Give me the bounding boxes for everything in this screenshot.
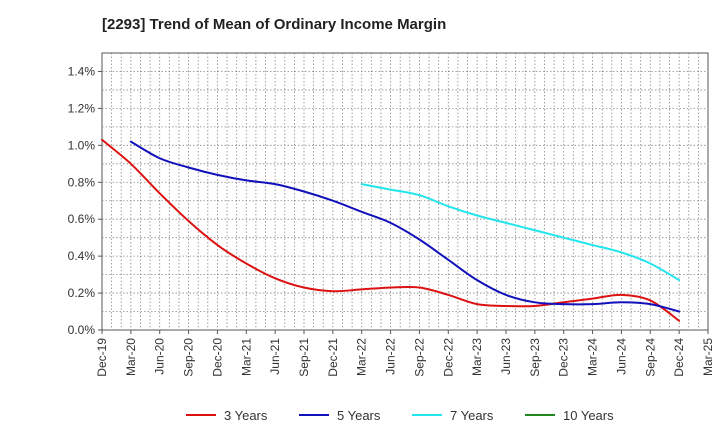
y-tick-label: 1.4% [68, 64, 96, 78]
series-line-7-years [360, 183, 681, 282]
x-tick-label: Jun-22 [384, 338, 398, 375]
y-tick-label: 1.0% [68, 138, 96, 152]
legend: 3 Years 5 Years 7 Years 10 Years [186, 408, 614, 423]
y-tick-label: 0.6% [68, 212, 96, 226]
legend-item: 10 Years [525, 408, 614, 423]
y-tick-label: 0.2% [68, 286, 96, 300]
legend-item: 3 Years [186, 408, 268, 423]
y-tick-label: 0.8% [68, 175, 96, 189]
x-tick-label: Jun-24 [614, 338, 628, 375]
legend-label: 7 Years [450, 408, 494, 423]
y-axis: 0.0% 0.2% 0.4% 0.6% 0.8% 1.0% 1.2% 1.4% [68, 64, 102, 337]
x-tick-label: Dec-24 [672, 338, 686, 377]
x-tick-label: Dec-19 [95, 338, 109, 377]
x-tick-label: Sep-20 [182, 338, 196, 377]
x-tick-label: Sep-24 [643, 338, 657, 377]
x-tick-label: Mar-22 [355, 338, 369, 376]
series-lines [101, 138, 681, 322]
series-line-5-years [129, 140, 681, 313]
x-tick-label: Mar-23 [470, 338, 484, 376]
y-tick-label: 0.0% [68, 323, 96, 337]
x-tick-label: Sep-21 [297, 338, 311, 377]
x-tick-label: Dec-20 [210, 338, 224, 377]
x-tick-label: Jun-21 [268, 338, 282, 375]
x-tick-label: Mar-24 [586, 338, 600, 376]
x-tick-label: Dec-23 [557, 338, 571, 377]
legend-item: 7 Years [412, 408, 494, 423]
x-tick-label: Mar-21 [239, 338, 253, 376]
x-tick-label: Jun-23 [499, 338, 513, 375]
y-tick-label: 0.4% [68, 249, 96, 263]
x-axis: Dec-19 Mar-20 Jun-20 Sep-20 Dec-20 Mar-21 Jun-… [95, 330, 715, 377]
legend-item: 5 Years [299, 408, 381, 423]
x-tick-label: Dec-22 [441, 338, 455, 377]
legend-label: 5 Years [337, 408, 381, 423]
x-tick-label: Mar-20 [124, 338, 138, 376]
series-line-3-years [101, 138, 681, 322]
legend-label: 3 Years [224, 408, 268, 423]
legend-label: 10 Years [563, 408, 614, 423]
x-tick-label: Jun-20 [153, 338, 167, 375]
x-tick-label: Sep-22 [412, 338, 426, 377]
x-tick-label: Mar-25 [701, 338, 715, 376]
x-tick-label: Dec-21 [326, 338, 340, 377]
x-tick-label: Sep-23 [528, 338, 542, 377]
grid [102, 53, 708, 330]
y-tick-label: 1.2% [68, 101, 96, 115]
chart-title: [2293] Trend of Mean of Ordinary Income … [102, 16, 447, 33]
